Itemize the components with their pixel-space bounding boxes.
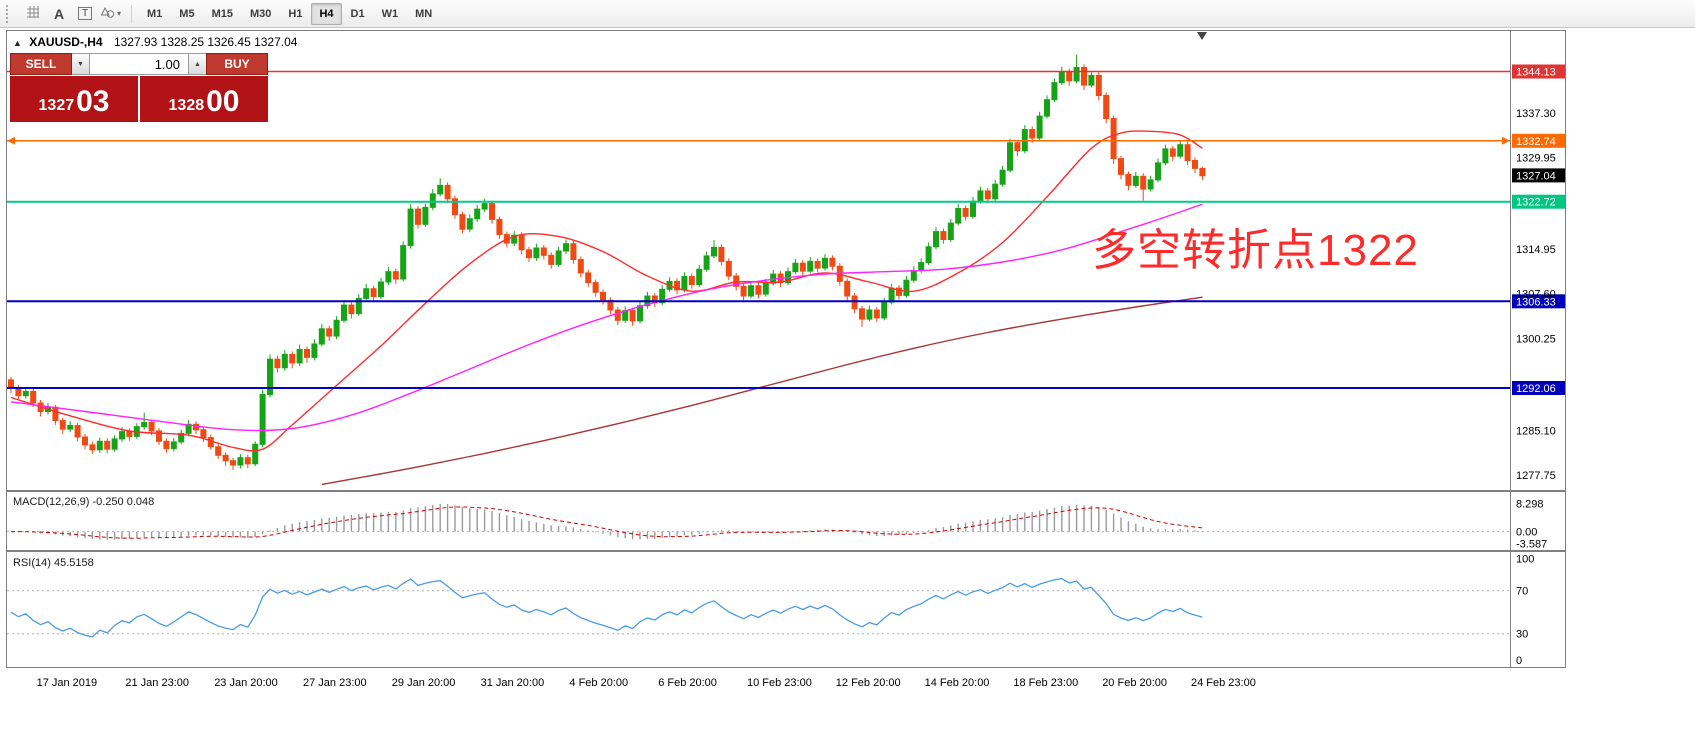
timeframe-button-h1[interactable]: H1 (288, 7, 303, 20)
rsi-axis-label: 100 (1516, 553, 1534, 565)
time-axis-label: 20 Feb 20:00 (1102, 677, 1167, 689)
time-axis-label: 6 Feb 20:00 (658, 677, 717, 689)
macd-indicator-label: MACD(12,26,9) -0.250 0.048 (13, 496, 155, 508)
time-axis-label: 23 Jan 20:00 (214, 677, 278, 689)
price-tag-1344.13[interactable]: 1344.13 (1512, 64, 1565, 79)
price-tick-label: 1307.60 (1516, 289, 1556, 301)
price-tick-label: 1300.25 (1516, 333, 1556, 345)
timeframe-button-d1[interactable]: D1 (350, 7, 365, 20)
text-box-icon: T (77, 7, 93, 20)
macd-axis-label: 0.00 (1516, 527, 1537, 539)
chart-symbol-label: XAUUSD-,H4 (29, 35, 103, 49)
time-axis-label: 14 Feb 20:00 (925, 677, 990, 689)
svg-text:1327.04: 1327.04 (1516, 170, 1556, 182)
time-axis-label: 17 Jan 2019 (37, 677, 98, 689)
annotation-text[interactable]: 多空转折点1322 (1092, 226, 1419, 275)
price-tag-1292.06[interactable]: 1292.06 (1512, 381, 1565, 395)
chart-header: ▲ XAUUSD-,H4 1327.93 1328.25 1326.45 132… (13, 35, 297, 49)
time-axis-label: 10 Feb 23:00 (747, 677, 812, 689)
timeframe-button-m1[interactable]: M1 (147, 7, 163, 20)
time-axis-label: 4 Feb 20:00 (569, 677, 628, 689)
sell-button[interactable]: SELL (10, 53, 72, 75)
time-axis-label: 18 Feb 23:00 (1013, 677, 1078, 689)
buy-button[interactable]: BUY (206, 53, 268, 75)
trade-panel-toggle-icon[interactable]: ▲ (13, 38, 22, 48)
timeframe-button-m30[interactable]: M30 (249, 7, 272, 20)
ma-slow-line (321, 296, 1203, 486)
ma-mid-line (10, 203, 1203, 432)
ask-price-display: 1328 00 (140, 76, 268, 122)
rsi-axis-label: 70 (1516, 586, 1528, 598)
volume-input[interactable] (89, 53, 189, 75)
time-axis-label: 29 Jan 20:00 (392, 677, 456, 689)
price-tick-label: 1277.75 (1516, 470, 1556, 482)
svg-text:1322.72: 1322.72 (1516, 197, 1556, 209)
chevron-down-icon: ▾ (116, 9, 121, 18)
macd-axis-label: 8.298 (1516, 499, 1544, 511)
ask-main-digits: 1328 (168, 97, 205, 114)
svg-text:1306.33: 1306.33 (1516, 296, 1556, 308)
timeframe-button-m15[interactable]: M15 (211, 7, 233, 20)
time-axis-label: 12 Feb 20:00 (836, 677, 901, 689)
time-axis-label: 31 Jan 20:00 (481, 677, 545, 689)
rsi-line (10, 577, 1203, 638)
price-tag-1327.04[interactable]: 1327.04 (1512, 168, 1565, 183)
price-tag-1332.74[interactable]: 1332.74 (1512, 133, 1565, 148)
bid-pip-digits: 03 (76, 85, 110, 118)
crosshair-grid-tool-button[interactable] (20, 2, 46, 26)
price-tag-1322.72[interactable]: 1322.72 (1512, 194, 1565, 209)
price-tick-label: 1337.30 (1516, 108, 1556, 120)
svg-text:1292.06: 1292.06 (1516, 383, 1556, 395)
candles (8, 54, 1206, 470)
grid-icon (26, 5, 40, 22)
text-box-tool-button[interactable]: T (72, 2, 98, 26)
price-tick-label: 1314.95 (1516, 244, 1556, 256)
chart-shift-marker[interactable] (1197, 32, 1207, 40)
timeframe-group: M1 M5 M15 M30 H1 H4 D1 W1 MN (139, 2, 440, 25)
hline-right-marker (1502, 136, 1510, 145)
rsi-axis-label: 0 (1516, 655, 1522, 667)
time-axis-label: 21 Jan 23:00 (125, 677, 189, 689)
toolbar: A T ▾ M1 M5 M15 M30 H1 H4 D1 W1 MN (0, 0, 1695, 28)
bid-price-display: 1327 03 (10, 76, 138, 122)
volume-increase-button[interactable]: ▲ (189, 53, 206, 75)
timeframe-button-h4[interactable]: H4 (311, 2, 342, 25)
one-click-trade-panel: SELL ▼ ▲ BUY 1327 03 1328 00 (10, 53, 268, 122)
hline-left-marker (7, 136, 15, 145)
svg-text:1332.74: 1332.74 (1516, 136, 1556, 148)
price-tag-1306.33[interactable]: 1306.33 (1512, 294, 1565, 309)
ask-pip-digits: 00 (206, 85, 240, 118)
price-tick-label: 1285.10 (1516, 425, 1556, 437)
chart-ohlc-values: 1327.93 1328.25 1326.45 1327.04 (113, 35, 298, 49)
shapes-icon (100, 6, 115, 22)
rsi-axis-label: 30 (1516, 629, 1528, 641)
shapes-tool-button[interactable]: ▾ (98, 2, 124, 26)
svg-text:1344.13: 1344.13 (1516, 67, 1556, 79)
rsi-panel-frame (6, 551, 1566, 668)
ma-fast-line (10, 130, 1203, 452)
macd-axis-label: -3.587 (1516, 539, 1547, 551)
toolbar-grip[interactable] (6, 4, 14, 23)
macd-signal-line (11, 506, 1203, 539)
bid-main-digits: 1327 (38, 97, 75, 114)
timeframe-button-w1[interactable]: W1 (381, 7, 399, 20)
rsi-indicator-label: RSI(14) 45.5158 (13, 557, 94, 569)
toolbar-separator (131, 4, 132, 23)
text-label-tool-button[interactable]: A (53, 5, 65, 22)
volume-decrease-button[interactable]: ▼ (72, 53, 89, 75)
macd-panel-frame (6, 491, 1566, 551)
time-axis-label: 24 Feb 23:00 (1191, 677, 1256, 689)
timeframe-button-mn[interactable]: MN (415, 7, 433, 20)
price-tick-label: 1329.95 (1516, 153, 1556, 165)
time-axis-label: 27 Jan 23:00 (303, 677, 367, 689)
timeframe-button-m5[interactable]: M5 (179, 7, 195, 20)
